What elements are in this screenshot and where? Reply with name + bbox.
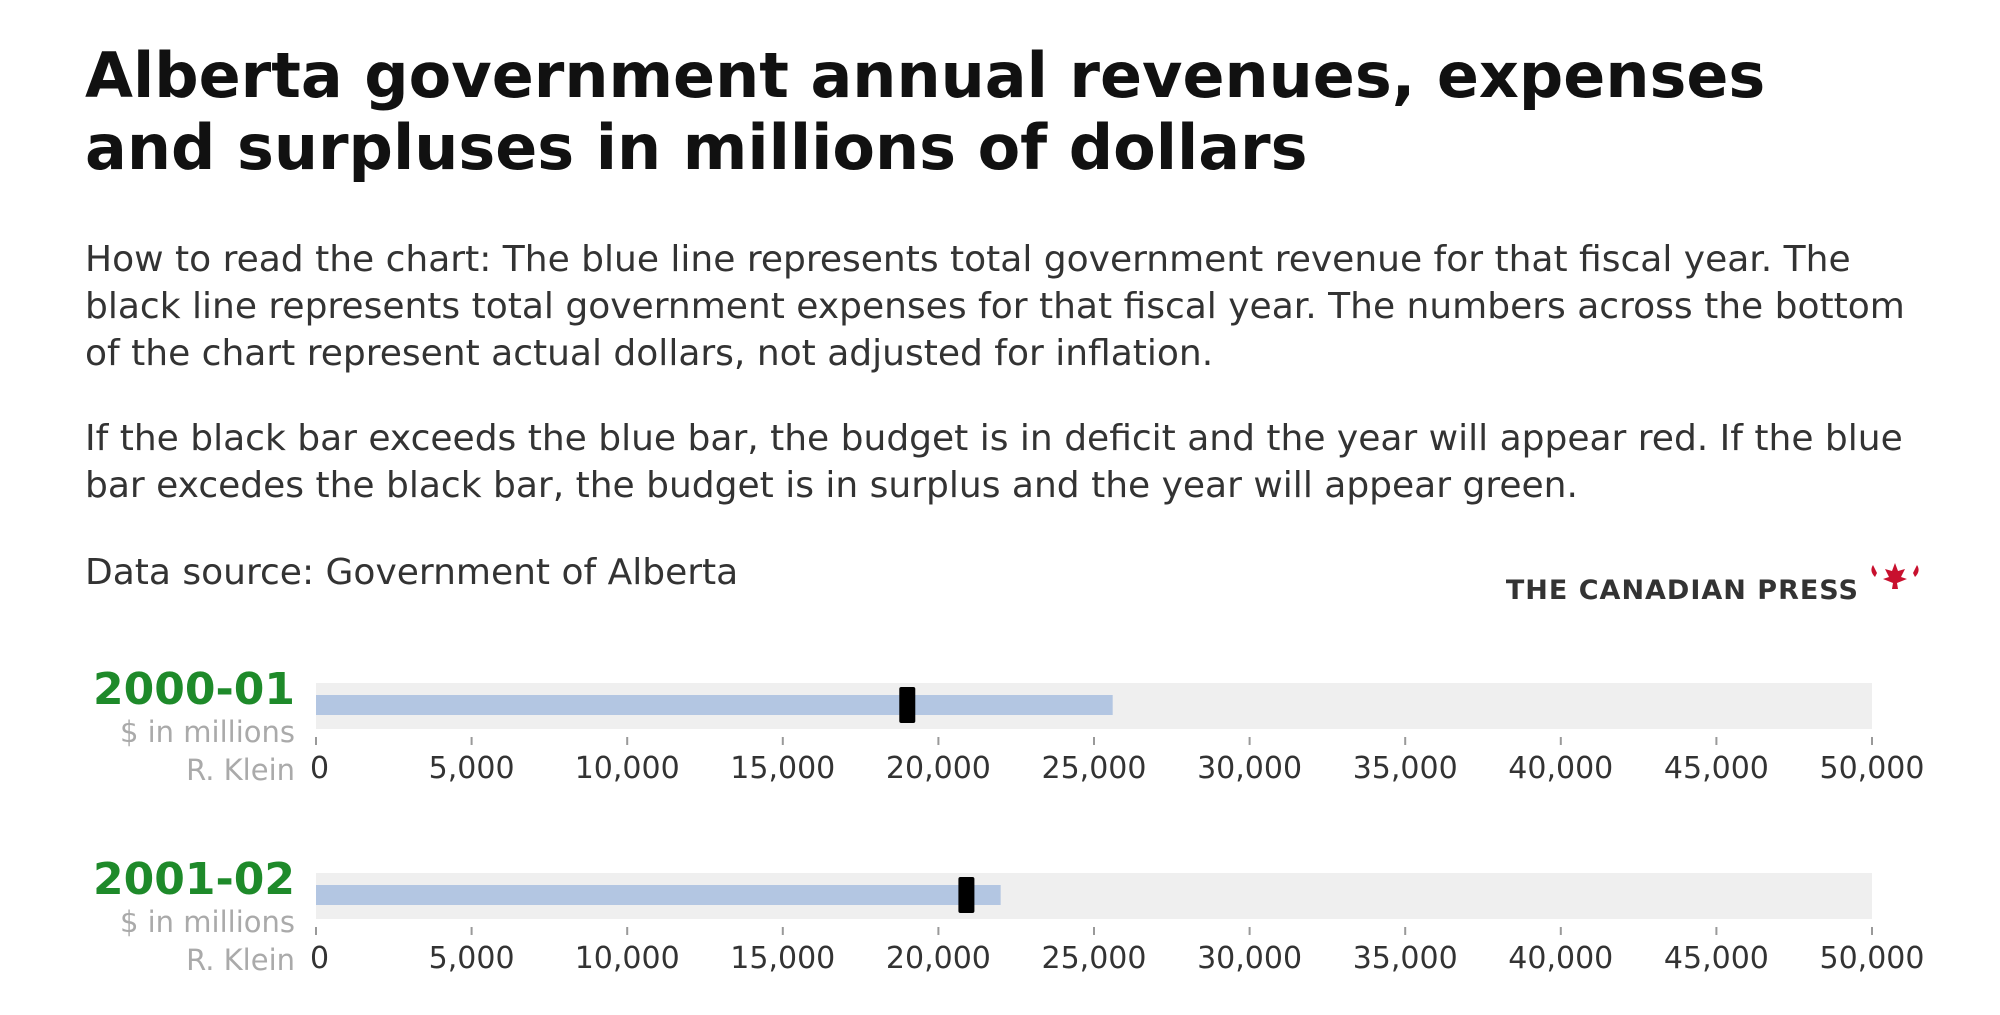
press-name: THE CANADIAN PRESS (1505, 575, 1859, 606)
tick-label: 35,000 (1353, 941, 1458, 976)
bullet-svg: 0 5,000 10,000 15,000 20,000 25,000 30,000 35,0… (310, 873, 1925, 976)
bullet-svg: 0 5,000 10,000 15,000 20,000 25,000 30,000 35,0… (310, 683, 1925, 786)
tick-label: 5,000 (429, 941, 515, 976)
tick-label: 0 (310, 751, 329, 786)
tick-label: 0 (310, 941, 329, 976)
page: Alberta government annual revenues, expe… (85, 40, 1925, 609)
tick-label: 30,000 (1197, 941, 1302, 976)
tick-label: 25,000 (1042, 941, 1147, 976)
page-title: Alberta government annual revenues, expe… (85, 39, 1766, 184)
canadian-press-maple-leaf-icon (1871, 563, 1919, 589)
expense-marker (899, 687, 916, 723)
unit-label: $ in millions (119, 905, 295, 939)
tick-label: 10,000 (575, 941, 680, 976)
tick-label: 5,000 (429, 751, 515, 786)
source-row: Data source: Government of Alberta THE C… (85, 549, 1925, 609)
rule-paragraph: If the black bar exceeds the blue bar, t… (85, 418, 1903, 506)
tick-label: 20,000 (886, 941, 991, 976)
tick-label: 10,000 (575, 751, 680, 786)
premier-label: R. Klein (186, 753, 295, 787)
tick-label: 40,000 (1508, 941, 1613, 976)
revenue-bar (316, 695, 1113, 715)
tick-label: 30,000 (1197, 751, 1302, 786)
tick-label: 15,000 (730, 751, 835, 786)
tick-label: 35,000 (1353, 751, 1458, 786)
unit-label: $ in millions (119, 715, 295, 749)
tick-label: 20,000 (886, 751, 991, 786)
tick-label: 50,000 (1820, 941, 1925, 976)
tick-label: 45,000 (1664, 751, 1769, 786)
revenue-bar (316, 885, 1001, 905)
bullet-chart: 2000-01 $ in millions R. Klein 0 5,000 10,000… (0, 665, 2000, 995)
tick-label: 25,000 (1042, 751, 1147, 786)
bullet-row-2001-02: 2001-02 $ in millions R. Klein 0 5,000 10,000… (0, 855, 2000, 1015)
tick-label: 45,000 (1664, 941, 1769, 976)
tick-label: 50,000 (1820, 751, 1925, 786)
canadian-press-brand: THE CANADIAN PRESS (1506, 559, 1925, 606)
intro-paragraph: How to read the chart: The blue line rep… (85, 239, 1905, 374)
data-source: Data source: Government of Alberta (85, 552, 739, 593)
bullet-row-2000-01: 2000-01 $ in millions R. Klein 0 5,000 10,000… (0, 665, 2000, 825)
premier-label: R. Klein (186, 943, 295, 977)
expense-marker (958, 877, 975, 913)
tick-label: 40,000 (1508, 751, 1613, 786)
year-label: 2000-01 (93, 664, 295, 715)
tick-label: 15,000 (730, 941, 835, 976)
year-label: 2001-02 (93, 854, 295, 905)
